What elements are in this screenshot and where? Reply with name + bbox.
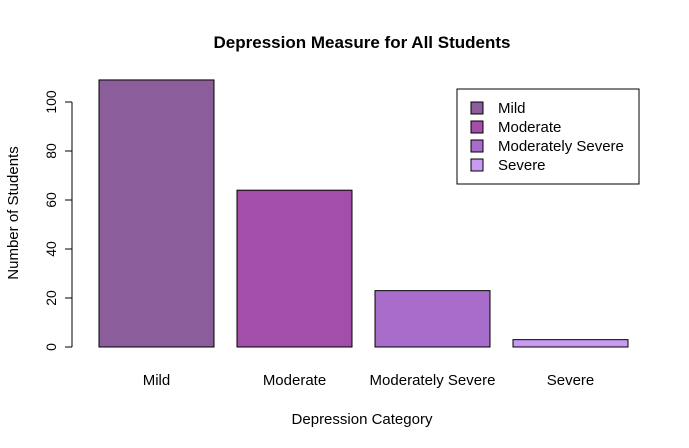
legend-entry: Moderate [498, 119, 561, 136]
x-tick-label: Severe [547, 372, 595, 389]
legend-entry: Severe [498, 157, 546, 174]
y-axis-label: Number of Students [5, 146, 22, 279]
y-tick-label: 40 [43, 241, 59, 257]
chart-title: Depression Measure for All Students [214, 33, 511, 52]
bar-mild [98, 79, 215, 348]
legend-entry: Mild [498, 100, 526, 117]
y-tick-label: 80 [43, 143, 59, 159]
bar-moderate [236, 189, 353, 348]
x-axis-labels: Mild Moderate Moderately Severe Severe [143, 372, 595, 389]
legend-box [456, 88, 640, 185]
x-tick-label: Mild [143, 372, 171, 389]
legend-swatch [470, 139, 484, 153]
bar-severe [512, 339, 629, 348]
y-tick-label: 60 [43, 192, 59, 208]
legend-entry: Moderately Severe [498, 138, 624, 155]
y-tick-label: 20 [43, 290, 59, 306]
bars [98, 79, 629, 348]
bar-moderately-severe [374, 290, 491, 348]
legend: Mild Moderate Moderately Severe Severe [456, 88, 640, 185]
x-axis-label: Depression Category [292, 411, 433, 428]
x-tick-label: Moderately Severe [370, 372, 496, 389]
y-tick-label: 0 [43, 343, 59, 351]
legend-swatch [470, 101, 484, 115]
legend-swatch [470, 158, 484, 172]
legend-swatch [470, 120, 484, 134]
x-tick-label: Moderate [263, 372, 326, 389]
y-tick-label: 100 [43, 90, 59, 114]
y-axis: 0 20 40 60 80 100 [43, 90, 73, 351]
